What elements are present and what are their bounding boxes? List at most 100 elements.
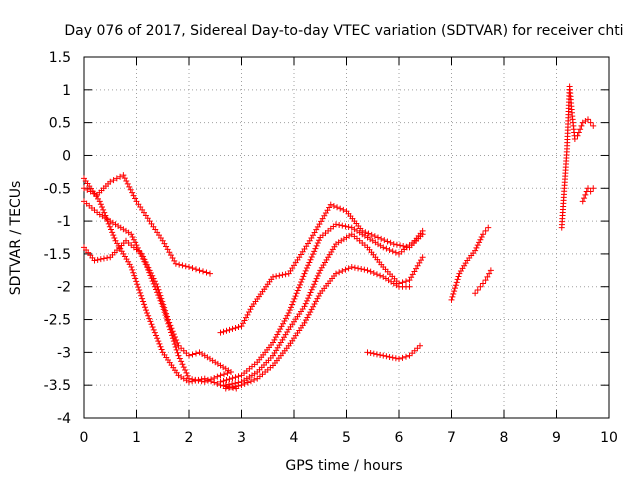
data-point: [581, 195, 588, 202]
data-point: [314, 240, 321, 247]
data-point: [132, 195, 139, 202]
data-point: [278, 323, 285, 330]
data-point: [142, 261, 149, 268]
data-point: [162, 312, 169, 319]
data-point: [161, 309, 168, 316]
data-point: [139, 295, 146, 302]
data-point: [229, 375, 236, 382]
data-point: [225, 384, 232, 391]
data-point: [371, 233, 378, 240]
data-point: [224, 370, 231, 377]
data-point: [452, 285, 458, 292]
data-point: [380, 244, 387, 251]
series-12: [558, 83, 597, 231]
data-point: [100, 255, 107, 262]
data-point: [154, 335, 161, 342]
series-8: [222, 264, 413, 392]
data-point: [330, 202, 337, 209]
data-point: [336, 269, 343, 276]
data-point: [386, 353, 393, 360]
series-3: [81, 175, 240, 392]
data-point: [301, 319, 308, 326]
data-point: [389, 354, 396, 361]
data-point: [386, 246, 393, 253]
data-point: [217, 372, 224, 379]
data-point: [138, 253, 145, 260]
data-point: [486, 270, 493, 277]
data-point: [340, 206, 347, 213]
y-tick-label: 0.5: [49, 116, 71, 132]
data-point: [587, 188, 594, 195]
data-point: [232, 374, 239, 381]
data-point: [449, 293, 456, 300]
data-point: [305, 262, 312, 269]
data-point: [101, 209, 108, 216]
data-point: [579, 198, 586, 205]
data-point: [171, 341, 178, 348]
data-point: [473, 244, 480, 251]
data-point: [207, 270, 213, 277]
data-point: [158, 300, 165, 307]
data-point: [305, 311, 312, 318]
data-point: [84, 186, 91, 193]
data-point: [130, 192, 137, 199]
data-point: [472, 290, 479, 297]
data-point: [200, 268, 206, 275]
data-point: [367, 268, 374, 275]
data-point: [478, 233, 485, 240]
data-point: [141, 258, 148, 265]
series-5: [217, 201, 426, 336]
data-point: [131, 272, 138, 279]
data-point: [182, 367, 189, 374]
data-point: [156, 340, 163, 347]
data-point: [169, 335, 176, 342]
data-point: [251, 376, 258, 383]
data-point: [173, 346, 180, 353]
data-point: [334, 204, 341, 211]
data-point: [279, 271, 286, 278]
data-point: [397, 242, 404, 249]
data-point: [193, 266, 199, 273]
data-point: [151, 283, 158, 290]
data-point: [392, 355, 399, 362]
data-point: [305, 295, 312, 302]
data-point: [403, 353, 409, 360]
y-tick-label: -2: [57, 280, 71, 296]
data-point: [186, 352, 192, 359]
data-point: [302, 317, 309, 324]
data-point: [312, 298, 319, 305]
data-point: [94, 256, 101, 263]
data-point: [294, 287, 301, 294]
data-point: [147, 318, 154, 325]
data-point: [155, 338, 162, 345]
data-point: [140, 298, 147, 305]
y-tick-label: -3.5: [44, 378, 71, 394]
data-point: [393, 241, 400, 248]
data-point: [450, 291, 457, 298]
series-13: [579, 185, 597, 205]
data-point: [140, 255, 147, 262]
data-point: [133, 278, 140, 285]
data-point: [165, 320, 172, 327]
data-point: [241, 380, 248, 387]
data-point: [285, 309, 292, 316]
data-point: [333, 221, 339, 228]
data-point: [100, 206, 107, 213]
data-point: [142, 304, 149, 311]
data-point: [277, 326, 284, 333]
data-point: [108, 226, 114, 233]
data-point: [178, 358, 185, 365]
y-tick-label: -1: [57, 214, 71, 230]
x-tick-label: 7: [447, 430, 456, 446]
series-6: [217, 221, 426, 385]
data-point: [373, 351, 380, 358]
x-tick-label: 9: [552, 430, 561, 446]
data-point: [235, 382, 242, 389]
data-point: [293, 290, 300, 297]
data-point: [126, 183, 133, 190]
data-point: [387, 239, 394, 246]
data-point: [129, 189, 136, 196]
data-point: [358, 266, 365, 273]
data-point: [400, 243, 407, 250]
data-point: [301, 303, 308, 310]
